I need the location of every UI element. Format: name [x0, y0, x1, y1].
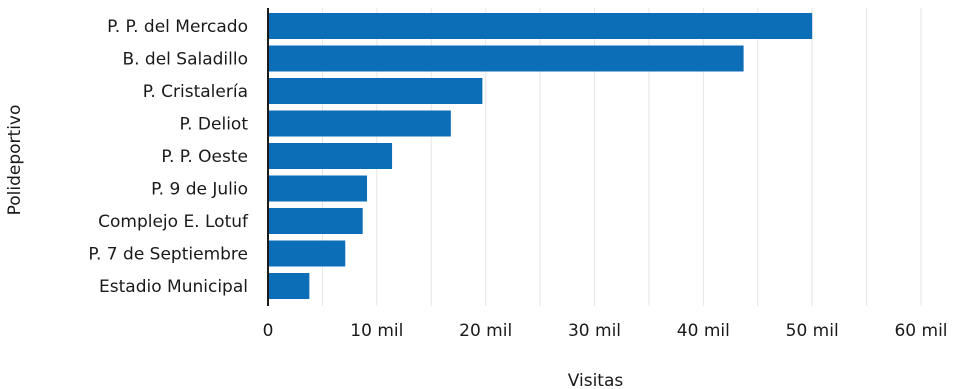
category-label: Complejo E. Lotuf — [98, 212, 249, 232]
x-axis-title: Visitas — [568, 371, 624, 389]
bar — [268, 110, 451, 137]
category-label: P. Cristalería — [143, 82, 248, 102]
bar — [268, 273, 310, 299]
category-label: P. P. del Mercado — [107, 17, 248, 37]
x-tick-label: 60 mil — [894, 321, 947, 341]
x-tick-label: 0 — [263, 321, 274, 341]
bar — [268, 208, 363, 234]
category-label: P. Deliot — [180, 115, 249, 135]
x-tick-label: 30 mil — [568, 321, 621, 341]
category-label: Estadio Municipal — [99, 277, 248, 297]
bar — [268, 13, 813, 39]
x-tick-label: 20 mil — [459, 321, 512, 341]
bar — [268, 143, 393, 169]
category-label: P. P. Oeste — [161, 147, 248, 167]
bar — [268, 78, 483, 104]
bar — [268, 175, 368, 202]
category-label: P. 7 de Septiembre — [88, 245, 248, 265]
bar — [268, 240, 346, 267]
category-label: P. 9 de Julio — [151, 180, 248, 200]
x-tick-label: 10 mil — [350, 321, 403, 341]
x-tick-label: 40 mil — [677, 321, 730, 341]
bar — [268, 45, 744, 72]
bars — [268, 13, 813, 299]
category-labels: P. P. del Mercado B. del Saladillo P. Cris… — [88, 17, 249, 297]
x-tick-label: 50 mil — [786, 321, 839, 341]
category-label: B. del Saladillo — [122, 50, 248, 70]
x-tick-labels: 0 10 mil 20 mil 30 mil 40 mil 50 mil 60 mil — [263, 321, 948, 341]
y-axis-title: Polideportivo — [5, 105, 25, 216]
